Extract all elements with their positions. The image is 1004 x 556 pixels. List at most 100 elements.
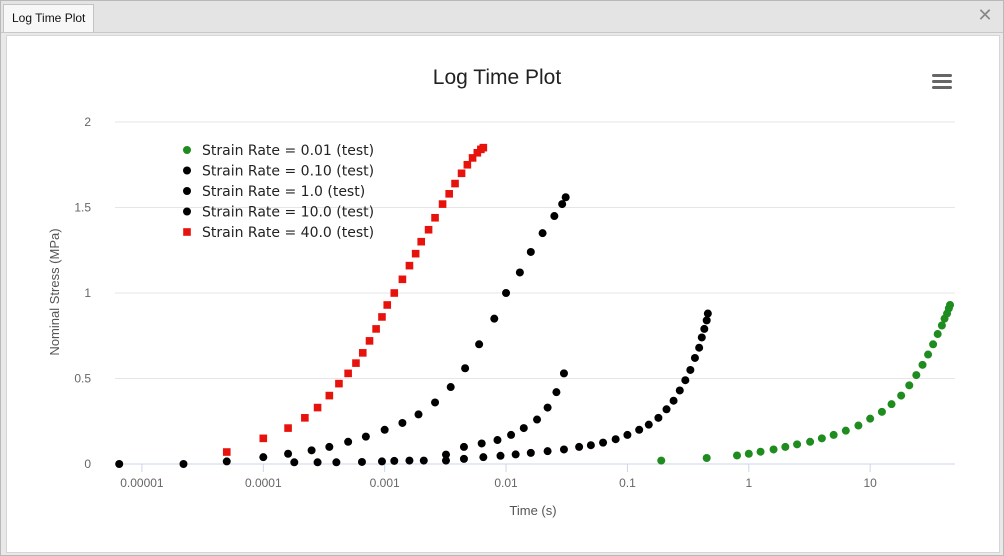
series-2-point-12: [507, 430, 516, 439]
series-1-point-14: [644, 420, 653, 429]
series-1-point-23: [697, 333, 706, 342]
series-1-point-24: [700, 324, 709, 333]
series-3-point-3: [259, 453, 268, 462]
series-4-point-8: [352, 359, 360, 367]
series-1-point-11: [611, 435, 620, 444]
series-3-point-5: [307, 446, 316, 455]
series-2-point-0: [290, 458, 299, 467]
legend-label-3: Strain Rate = 10.0 (test): [202, 205, 374, 221]
series-0-point-6: [781, 442, 790, 451]
series-0-point-22: [933, 330, 942, 339]
series-1-point-21: [690, 353, 699, 362]
series-0-point-0: [657, 456, 666, 465]
series-1-point-12: [623, 430, 632, 439]
series-2-point-4: [377, 457, 386, 466]
series-4-point-11: [372, 325, 380, 333]
series-4-point-24: [457, 169, 466, 178]
series-3-point-11: [414, 410, 423, 419]
series-2-point-10: [477, 439, 486, 448]
series-4-point-14: [390, 289, 399, 297]
series-4-point-5: [325, 391, 334, 400]
series-3-point-9: [380, 425, 389, 434]
series-3-point-2: [222, 457, 231, 466]
y-tick-label-1: 0.5: [74, 372, 91, 386]
series-0-point-23: [937, 321, 946, 330]
series-3-point-23: [561, 193, 570, 202]
series-0-point-4: [756, 447, 765, 456]
x-tick-label-0: 0.00001: [120, 476, 164, 490]
chart-title: Log Time Plot: [433, 66, 562, 89]
series-2: [290, 369, 568, 467]
series-4-point-21: [438, 200, 447, 208]
series-2-point-7: [419, 456, 428, 465]
series-0-point-17: [905, 381, 914, 390]
series-2-point-1: [313, 458, 322, 467]
y-tick-label-2: 1: [84, 286, 91, 300]
series-4-point-18: [417, 237, 426, 246]
series-1-point-13: [635, 425, 644, 434]
chart-menu-icon[interactable]: [932, 74, 952, 89]
series-0-point-27: [946, 300, 955, 309]
series-0-point-5: [769, 445, 778, 454]
series-1-point-15: [654, 413, 663, 422]
legend-symbol-4: [183, 228, 191, 236]
series-2-point-16: [552, 388, 561, 397]
series-4-point-29: [479, 143, 488, 152]
series-1-point-7: [559, 445, 568, 454]
series-1-point-18: [675, 386, 684, 395]
x-tick-label-3: 0.01: [494, 476, 518, 490]
series-1-point-3: [496, 451, 505, 460]
series-4-point-10: [365, 337, 374, 345]
series-2-point-8: [441, 450, 450, 459]
series-4-point-25: [463, 160, 472, 169]
series-0-point-10: [829, 430, 838, 439]
legend-symbol-0: [183, 146, 191, 154]
series-4-point-12: [378, 313, 386, 321]
series-0-point-18: [912, 371, 921, 380]
series-1-point-16: [662, 405, 671, 414]
series-4-point-26: [468, 154, 477, 162]
series-3-point-22: [558, 200, 567, 209]
x-tick-label-6: 10: [863, 476, 877, 490]
legend-label-4: Strain Rate = 40.0 (test): [202, 225, 374, 241]
series-0-point-9: [817, 434, 826, 443]
series-2-point-5: [390, 456, 399, 465]
series-3-point-6: [325, 442, 334, 451]
series-2-point-15: [543, 403, 552, 412]
series-2-point-9: [459, 442, 468, 451]
legend-label-0: Strain Rate = 0.01 (test): [202, 143, 374, 159]
series-0-point-20: [924, 350, 933, 359]
series-3-point-19: [526, 247, 535, 256]
series-1-point-9: [586, 441, 595, 450]
close-icon[interactable]: ✕: [977, 5, 993, 25]
y-tick-label-4: 2: [84, 115, 91, 129]
series-4-point-7: [344, 369, 352, 378]
legend-symbol-3: [183, 207, 191, 216]
series-1-point-22: [695, 343, 704, 352]
legend-label-1: Strain Rate = 0.10 (test): [202, 164, 374, 180]
series-3-point-14: [461, 364, 470, 373]
series-layer: [115, 143, 955, 468]
series-0-point-7: [793, 440, 802, 449]
series-0-point-19: [918, 360, 927, 369]
series-3-point-18: [515, 268, 524, 277]
x-axis-ticks: 0.00001 0.0001 0.001 0.01 0.1 1 10: [120, 464, 877, 490]
y-axis-title: Nominal Stress (MPa): [47, 228, 62, 355]
series-1-point-20: [686, 365, 695, 374]
x-tick-label-5: 1: [745, 476, 752, 490]
series-4-point-2: [284, 424, 292, 432]
series-4-point-3: [301, 414, 309, 422]
series-0-point-13: [866, 414, 875, 423]
series-2-point-11: [493, 436, 502, 445]
legend-symbol-2: [183, 187, 191, 195]
series-0-point-3: [744, 449, 753, 458]
series-1-point-2: [479, 453, 488, 462]
grid-lines: [115, 121, 955, 379]
legend-symbol-1: [183, 166, 191, 175]
series-2-point-6: [405, 456, 414, 465]
series-3-point-15: [475, 340, 484, 349]
series-4-point-9: [358, 349, 367, 357]
series-2-point-17: [559, 369, 568, 378]
chart-panel: 0.00001 0.0001 0.001 0.01 0.1 1 10 0 0.5 1 1.5 2 S…: [6, 35, 1000, 553]
tab-log-time-plot[interactable]: Log Time Plot: [3, 4, 95, 32]
